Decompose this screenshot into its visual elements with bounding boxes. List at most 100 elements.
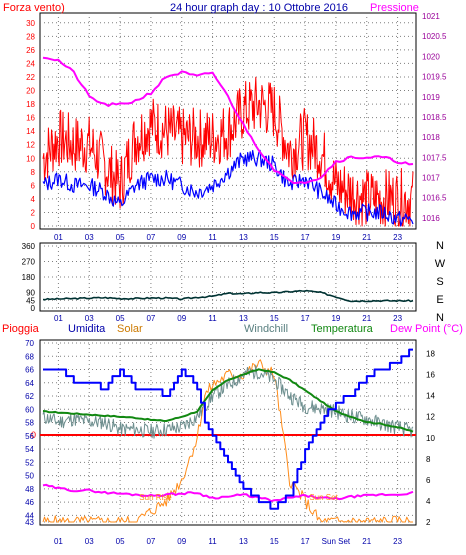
axis-layer: 02468101214161820222426283010161016.5101…	[22, 12, 447, 546]
temperature-tick-label: 12	[426, 413, 435, 422]
sunrise-annotation: Sun Rise	[139, 493, 172, 502]
hour-tick-label: 17	[301, 233, 310, 242]
hour-tick-label: 09	[177, 537, 186, 546]
hour-tick-label: 03	[85, 233, 94, 242]
hour-tick-label: Sun Set	[322, 537, 351, 546]
chart-title: 24 hour graph day : 10 Ottobre 2016	[170, 2, 348, 14]
solar-line	[42, 359, 413, 523]
temperature-tick-label: 16	[426, 371, 435, 380]
sunset-annotation: Sun Set	[309, 493, 338, 502]
humidity-tick-label: 68	[25, 352, 34, 361]
wind-tick-label: 12	[26, 141, 35, 150]
humidity-tick-label: 60	[25, 405, 34, 414]
hour-tick-label: 11	[208, 314, 217, 323]
hour-tick-label: 23	[393, 233, 402, 242]
temperature-tick-label: 6	[426, 476, 431, 485]
wind-tick-label: 18	[26, 100, 35, 109]
wind-tick-label: 14	[26, 127, 35, 136]
rain-zero-label: 0	[31, 430, 36, 440]
wind-tick-label: 0	[31, 222, 36, 231]
wind-axis-title: Forza vento)	[3, 2, 65, 14]
direction-letter: W	[435, 258, 446, 270]
humidity-tick-label: 66	[25, 366, 34, 375]
hour-tick-label: 09	[177, 233, 186, 242]
direction-letter: N	[436, 240, 444, 252]
legend-dewpoint: Dew Point (°C)	[390, 323, 463, 335]
legend-solar: Solar	[117, 323, 143, 335]
pressure-tick-label: 1019.5	[422, 73, 447, 82]
hour-tick-label: 21	[362, 233, 371, 242]
direction-letter: S	[436, 276, 443, 288]
hour-tick-label: 05	[116, 233, 125, 242]
humidity-tick-label: 64	[25, 379, 34, 388]
temperature-tick-label: 18	[426, 350, 435, 359]
pressure-tick-label: 1019	[422, 93, 440, 102]
wind-tick-label: 30	[26, 19, 35, 28]
humidity-tick-label: 46	[25, 498, 34, 507]
humidity-tick-label: 58	[25, 419, 34, 428]
legend-rain: Pioggia	[2, 323, 40, 335]
direction-tick-label: 90	[26, 289, 35, 298]
hour-tick-label: 21	[362, 314, 371, 323]
pressure-tick-label: 1018.5	[422, 113, 447, 122]
pressure-tick-label: 1016.5	[422, 194, 447, 203]
hour-tick-label: 23	[393, 537, 402, 546]
humidity-tick-label: 70	[25, 339, 34, 348]
temperature-tick-label: 10	[426, 434, 435, 443]
direction-tick-label: 45	[26, 296, 35, 305]
hour-tick-label: 03	[85, 314, 94, 323]
series-layer	[40, 56, 416, 523]
hour-tick-label: 19	[331, 233, 340, 242]
pressure-tick-label: 1020.5	[422, 32, 447, 41]
hour-tick-label: 23	[393, 314, 402, 323]
direction-tick-label: 270	[22, 258, 36, 267]
pressure-axis-title: Pressione	[370, 2, 419, 14]
wind-tick-label: 24	[26, 59, 35, 68]
wind-tick-label: 16	[26, 114, 35, 123]
humidity-tick-label: 62	[25, 392, 34, 401]
dewpoint-line	[42, 483, 414, 503]
wind-tick-label: 2	[31, 208, 36, 217]
pressure-tick-label: 1021	[422, 12, 440, 21]
temperature-tick-label: 14	[426, 392, 435, 401]
humidity-tick-label: 56	[25, 432, 34, 441]
humidity-tick-label: 48	[25, 485, 34, 494]
wind-avg-line	[42, 149, 414, 227]
pressure-tick-label: 1020	[422, 52, 440, 61]
hour-tick-label: 11	[208, 537, 217, 546]
wind-tick-label: 4	[31, 195, 36, 204]
humidity-line	[43, 348, 413, 510]
hour-tick-label: 15	[270, 537, 279, 546]
direction-tick-label: 360	[22, 242, 36, 251]
hour-tick-label: 17	[301, 314, 310, 323]
hour-tick-label: 01	[54, 314, 63, 323]
humidity-tick-label: 52	[25, 458, 34, 467]
hour-tick-label: 21	[362, 537, 371, 546]
hour-tick-label: 01	[54, 233, 63, 242]
pressure-tick-label: 1018	[422, 133, 440, 142]
pressure-line	[42, 56, 414, 185]
hour-tick-label: 03	[85, 537, 94, 546]
direction-letter: N	[436, 312, 444, 324]
hour-tick-label: 05	[116, 314, 125, 323]
hour-tick-label: 13	[239, 233, 248, 242]
wind-direction-line	[42, 289, 414, 303]
legend-humidity: Umidita	[68, 323, 106, 335]
hour-tick-label: 07	[146, 537, 155, 546]
hour-tick-label: 09	[177, 314, 186, 323]
hour-tick-label: 07	[146, 233, 155, 242]
hour-tick-label: 01	[54, 537, 63, 546]
hour-tick-label: 15	[270, 314, 279, 323]
wind-tick-label: 22	[26, 73, 35, 82]
direction-tick-label: 0	[31, 304, 36, 313]
legend-windchill: Windchill	[244, 323, 288, 335]
wind-tick-label: 6	[31, 181, 36, 190]
hour-tick-label: 13	[239, 537, 248, 546]
temperature-tick-label: 8	[426, 455, 431, 464]
hour-tick-label: 13	[239, 314, 248, 323]
hour-tick-label: 19	[331, 314, 340, 323]
humidity-tick-label: 43	[25, 518, 34, 527]
wind-tick-label: 20	[26, 87, 35, 96]
pressure-tick-label: 1017	[422, 174, 440, 183]
